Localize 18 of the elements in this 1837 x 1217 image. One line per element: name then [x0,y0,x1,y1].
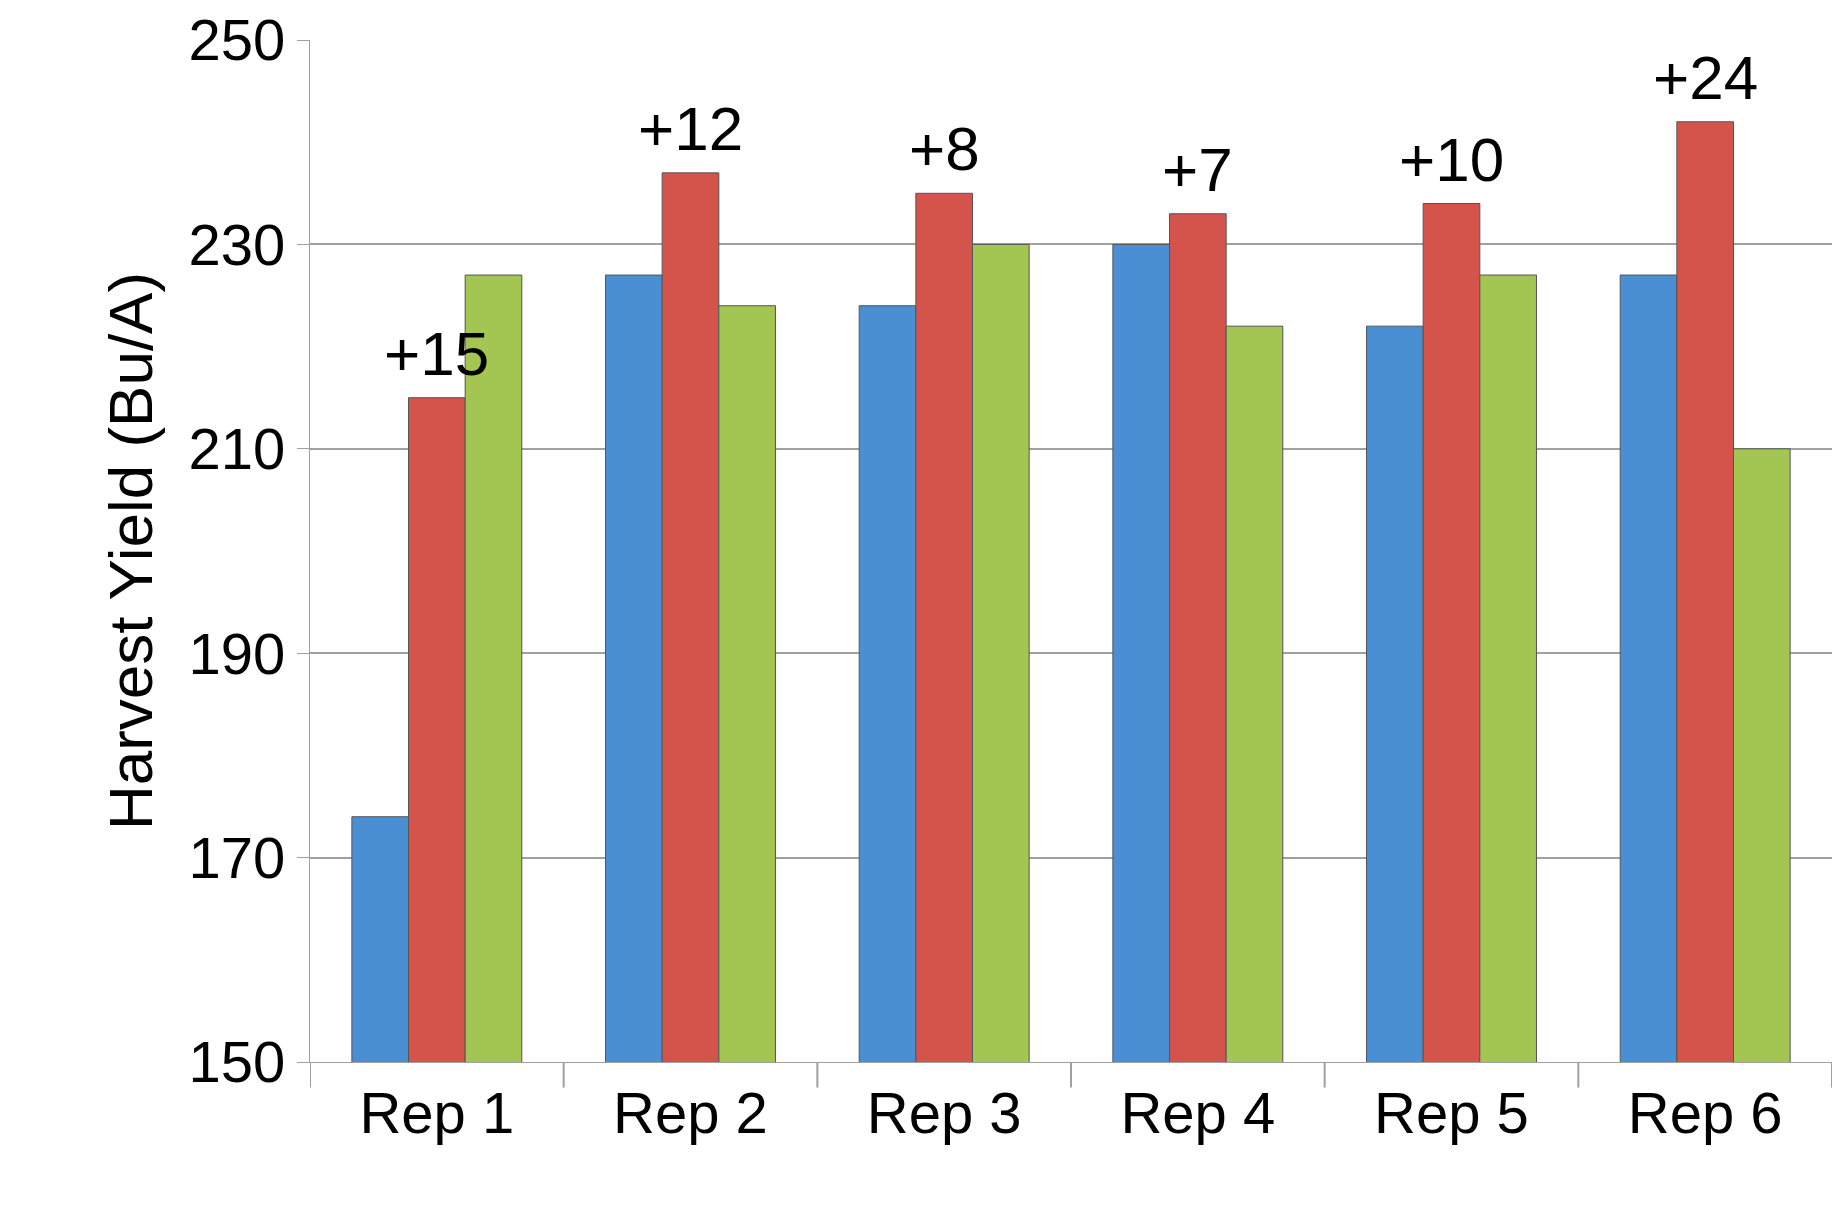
annotation: +7 [1162,135,1233,204]
x-tick-label: Rep 1 [359,1079,515,1145]
x-tick-label: Rep 5 [1374,1079,1529,1145]
y-tick-label: 210 [188,416,286,482]
y-tick-label: 230 [188,211,286,277]
x-tick-label: Rep 2 [613,1079,768,1145]
x-tick-label: Rep 6 [1627,1079,1783,1145]
y-axis-title: Harvest Yield (Bu/A) [96,271,166,831]
y-tick-label: 190 [188,620,286,686]
y-tick-label: 250 [188,7,286,73]
annotation: +8 [909,114,980,183]
annotation: +12 [638,94,744,163]
x-tick-label: Rep 3 [866,1079,1022,1145]
x-tick-label: Rep 4 [1120,1079,1276,1145]
annotation: +24 [1653,43,1759,112]
y-tick-label: 170 [188,824,286,890]
annotation: +10 [1399,125,1505,194]
y-tick-label: 150 [188,1029,286,1095]
